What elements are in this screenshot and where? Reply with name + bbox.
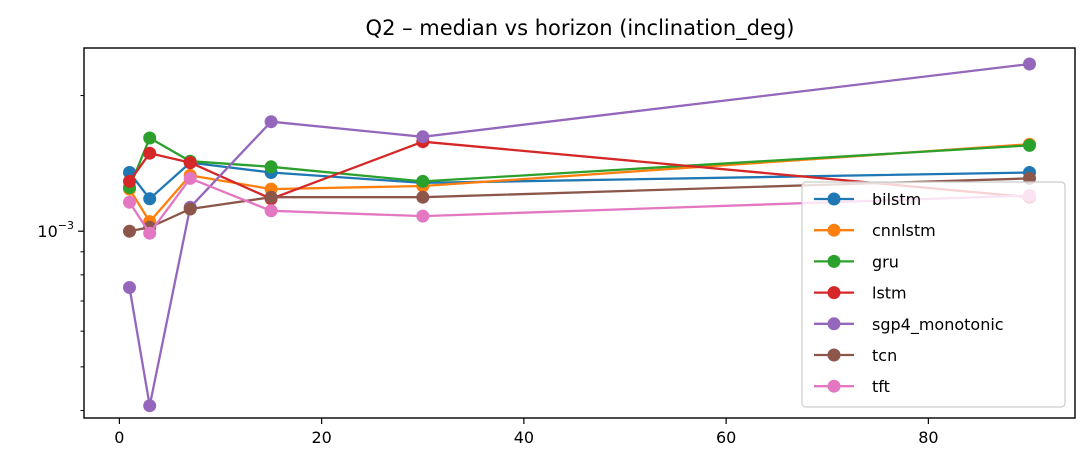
legend-marker-sgp4_monotonic: [827, 317, 841, 331]
legend-label-sgp4_monotonic: sgp4_monotonic: [872, 315, 1004, 335]
data-point-tcn: [183, 202, 197, 216]
data-point-gru: [1023, 138, 1036, 152]
data-point-gru: [143, 131, 157, 145]
x-axis: 0 20 40 60 80: [114, 418, 939, 447]
legend-marker-cnnlstm: [827, 223, 841, 237]
legend-label-bilstm: bilstm: [872, 190, 921, 209]
data-point-tcn: [123, 224, 136, 238]
x-tick-label: 80: [918, 428, 938, 447]
data-point-gru: [416, 174, 430, 188]
plot-frame: [83, 47, 1076, 419]
data-point-sgp4_monotonic: [143, 399, 157, 413]
series-line-sgp4_monotonic: [128, 62, 1030, 407]
data-point-sgp4_monotonic: [416, 130, 430, 144]
legend-label-tcn: tcn: [872, 346, 897, 365]
data-point-lstm: [183, 156, 197, 170]
data-point-sgp4_monotonic: [123, 281, 136, 294]
data-point-tcn: [264, 190, 278, 204]
plot-series: [123, 57, 1036, 413]
data-point-tcn: [416, 190, 430, 204]
data-point-tft: [264, 204, 278, 218]
legend-marker-lstm: [827, 286, 841, 300]
y-axis: 10−3: [37, 95, 84, 412]
x-tick-label: 0: [114, 428, 124, 447]
data-point-sgp4_monotonic: [1023, 57, 1036, 71]
legend-label-cnnlstm: cnnlstm: [872, 221, 936, 240]
data-point-sgp4_monotonic: [264, 115, 278, 129]
x-tick-label: 20: [311, 428, 331, 447]
legend-label-tft: tft: [872, 377, 890, 396]
legend-label-lstm: lstm: [872, 284, 907, 303]
legend-marker-tcn: [827, 348, 841, 362]
data-point-lstm: [123, 174, 136, 188]
data-point-gru: [264, 160, 278, 174]
legend-marker-bilstm: [827, 192, 841, 206]
x-tick-label: 40: [514, 428, 534, 447]
chart-title: Q2 – median vs horizon (inclination_deg): [366, 16, 795, 41]
legend-label-gru: gru: [872, 252, 899, 271]
y-tick-label: 10−3: [37, 219, 74, 241]
data-point-lstm: [143, 146, 157, 160]
data-point-tft: [143, 226, 157, 240]
data-point-tft: [416, 209, 430, 223]
x-tick-label: 60: [716, 428, 736, 447]
data-point-tft: [123, 195, 136, 209]
legend-box: [801, 181, 1066, 408]
data-point-bilstm: [143, 192, 157, 206]
data-point-tft: [183, 171, 197, 185]
legend-marker-tft: [827, 379, 841, 393]
legend-marker-gru: [827, 254, 841, 268]
